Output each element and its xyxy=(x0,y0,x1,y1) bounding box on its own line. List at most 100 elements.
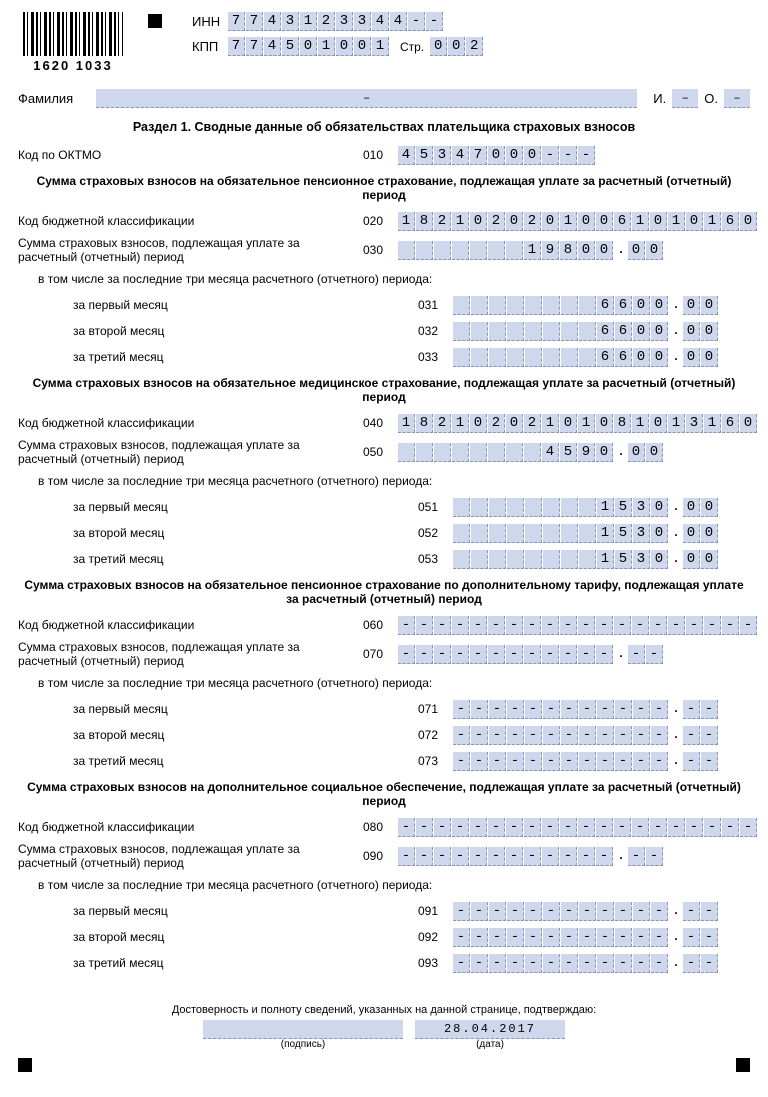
block-title: Сумма страховых взносов на обязательное … xyxy=(18,376,750,404)
row-code: 070 xyxy=(348,647,398,661)
decimal-dot: . xyxy=(671,701,681,715)
i-value: – xyxy=(672,89,698,108)
name-row: Фамилия – И. – О. – xyxy=(18,89,750,108)
int-cells: ------------ xyxy=(398,847,614,866)
row-code: 091 xyxy=(403,904,453,918)
row-code: 052 xyxy=(403,526,453,540)
decimal-dot: . xyxy=(671,929,681,943)
row-code: 033 xyxy=(403,350,453,364)
kbk-row: Код бюджетной классификации0201821020201… xyxy=(18,210,750,232)
int-cells: 1530 xyxy=(453,524,669,543)
dec-cells: 00 xyxy=(683,322,719,341)
signature-note: (подпись) xyxy=(203,1039,403,1050)
row-label: за второй месяц xyxy=(18,728,403,742)
kbk-cells: 18210202101081013160 xyxy=(398,414,758,433)
row-code: 031 xyxy=(403,298,453,312)
i-label: И. xyxy=(653,91,666,106)
decimal-dot: . xyxy=(616,848,626,862)
int-cells: ------------ xyxy=(453,902,669,921)
row-code: 090 xyxy=(348,849,398,863)
amount-row: за первый месяц071------------.-- xyxy=(18,698,750,720)
row-code: 050 xyxy=(348,445,398,459)
int-cells: 6600 xyxy=(453,296,669,315)
row-label: за первый месяц xyxy=(18,500,403,514)
dec-cells: 00 xyxy=(628,241,664,260)
row-code: 040 xyxy=(348,416,398,430)
row-label: Сумма страховых взносов, подлежащая упла… xyxy=(18,640,348,668)
row-label: за третий месяц xyxy=(18,350,403,364)
dec-cells: 00 xyxy=(683,498,719,517)
reg-mark-bl xyxy=(18,1058,32,1072)
amount-row: Сумма страховых взносов, подлежащая упла… xyxy=(18,438,750,466)
surname-label: Фамилия xyxy=(18,91,88,106)
oktmo-code: 010 xyxy=(348,148,398,162)
amount-row: за третий месяц073------------.-- xyxy=(18,750,750,772)
int-cells: ------------ xyxy=(398,645,614,664)
surname-value: – xyxy=(96,89,637,108)
subnote-row: в том числе за последние три месяца расч… xyxy=(18,672,750,694)
row-code: 060 xyxy=(348,618,398,632)
signature-field xyxy=(203,1020,403,1039)
decimal-dot: . xyxy=(671,955,681,969)
row-label: за второй месяц xyxy=(18,930,403,944)
dec-cells: -- xyxy=(683,902,719,921)
row-code: 030 xyxy=(348,243,398,257)
row-code: 053 xyxy=(403,552,453,566)
block-title: Сумма страховых взносов на дополнительно… xyxy=(18,780,750,808)
block-title: Сумма страховых взносов на обязательное … xyxy=(18,578,750,606)
decimal-dot: . xyxy=(671,727,681,741)
kbk-cells: -------------------- xyxy=(398,616,758,635)
dec-cells: -- xyxy=(683,726,719,745)
o-label: О. xyxy=(704,91,718,106)
header: 1620 1033 ИНН 7743123344-- КПП 774501001… xyxy=(18,12,750,73)
dec-cells: -- xyxy=(683,752,719,771)
dec-cells: -- xyxy=(683,700,719,719)
int-cells: 19800 xyxy=(398,241,614,260)
row-label: за второй месяц xyxy=(18,526,403,540)
row-label: за первый месяц xyxy=(18,904,403,918)
amount-row: Сумма страховых взносов, подлежащая упла… xyxy=(18,640,750,668)
dec-cells: -- xyxy=(683,954,719,973)
decimal-dot: . xyxy=(616,646,626,660)
int-cells: 6600 xyxy=(453,348,669,367)
decimal-dot: . xyxy=(671,297,681,311)
amount-row: Сумма страховых взносов, подлежащая упла… xyxy=(18,236,750,264)
row-label: за первый месяц xyxy=(18,702,403,716)
decimal-dot: . xyxy=(671,323,681,337)
footer: Достоверность и полноту сведений, указан… xyxy=(18,1004,750,1050)
amount-row: за второй месяц032 6600.00 xyxy=(18,320,750,342)
barcode-icon xyxy=(23,12,123,56)
subnote-label: в том числе за последние три месяца расч… xyxy=(18,676,750,690)
row-code: 093 xyxy=(403,956,453,970)
row-label: Сумма страховых взносов, подлежащая упла… xyxy=(18,236,348,264)
reg-mark-br xyxy=(736,1058,750,1072)
decimal-dot: . xyxy=(671,525,681,539)
oktmo-row: Код по ОКТМО 010 45347000--- xyxy=(18,144,750,166)
kpp-label: КПП xyxy=(192,39,228,54)
row-code: 020 xyxy=(348,214,398,228)
row-label: за третий месяц xyxy=(18,552,403,566)
dec-cells: 00 xyxy=(683,524,719,543)
section-title: Раздел 1. Сводные данные об обязательств… xyxy=(18,120,750,134)
inn-value: 7743123344-- xyxy=(228,12,444,31)
dec-cells: 00 xyxy=(628,443,664,462)
decimal-dot: . xyxy=(616,242,626,256)
row-label: за второй месяц xyxy=(18,324,403,338)
row-code: 092 xyxy=(403,930,453,944)
decimal-dot: . xyxy=(671,551,681,565)
date-field: 28.04.2017 xyxy=(415,1020,565,1039)
decimal-dot: . xyxy=(671,903,681,917)
oktmo-label: Код по ОКТМО xyxy=(18,148,348,162)
date-note: (дата) xyxy=(415,1039,565,1050)
subnote-row: в том числе за последние три месяца расч… xyxy=(18,470,750,492)
dec-cells: 00 xyxy=(683,550,719,569)
kbk-row: Код бюджетной классификации060----------… xyxy=(18,614,750,636)
subnote-label: в том числе за последние три месяца расч… xyxy=(18,474,750,488)
amount-row: за второй месяц052 1530.00 xyxy=(18,522,750,544)
row-label: Сумма страховых взносов, подлежащая упла… xyxy=(18,842,348,870)
dec-cells: -- xyxy=(628,847,664,866)
decimal-dot: . xyxy=(671,499,681,513)
decimal-dot: . xyxy=(616,444,626,458)
int-cells: ------------ xyxy=(453,752,669,771)
row-code: 080 xyxy=(348,820,398,834)
